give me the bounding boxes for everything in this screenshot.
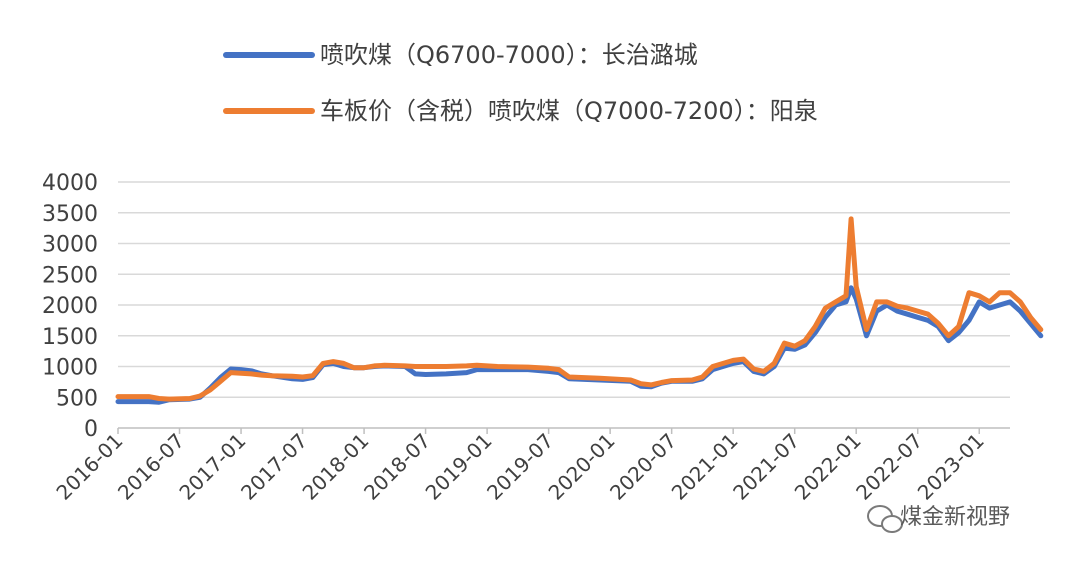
y-tick-label: 1000 — [42, 356, 98, 381]
series-lines — [115, 216, 1044, 405]
x-tick-label: 2022-07 — [851, 429, 927, 505]
x-tick-label: 2021-01 — [667, 429, 743, 505]
x-tick-label: 2020-01 — [544, 429, 620, 505]
legend-label: 喷吹煤（Q6700-7000）：长治潞城 — [320, 41, 698, 69]
x-tick-label: 2019-07 — [482, 429, 558, 505]
legend: 喷吹煤（Q6700-7000）：长治潞城车板价（含税）喷吹煤（Q7000-720… — [223, 41, 818, 125]
wechat-icon — [867, 505, 903, 533]
y-tick-label: 2500 — [42, 263, 98, 288]
watermark-text: 煤金新视野 — [900, 505, 1010, 530]
watermark: 煤金新视野 — [867, 505, 1010, 533]
y-tick-label: 0 — [84, 417, 98, 442]
gridlines — [118, 181, 1010, 429]
x-tick-label: 2018-01 — [298, 429, 374, 505]
x-axis: 2016-012016-072017-012017-072018-012018-… — [51, 428, 989, 505]
x-tick-label: 2017-07 — [236, 429, 312, 505]
x-tick-label: 2017-01 — [175, 429, 251, 505]
legend-label: 车板价（含税）喷吹煤（Q7000-7200）：阳泉 — [320, 97, 818, 125]
x-tick-label: 2021-07 — [728, 429, 804, 505]
x-tick-label: 2019-01 — [421, 429, 497, 505]
x-tick-label: 2016-07 — [113, 429, 189, 505]
x-tick-label: 2022-01 — [790, 429, 866, 505]
x-tick-label: 2018-07 — [359, 429, 435, 505]
y-tick-label: 1500 — [42, 325, 98, 350]
x-tick-label: 2020-07 — [605, 429, 681, 505]
y-tick-label: 3000 — [42, 233, 98, 258]
y-tick-label: 2000 — [42, 294, 98, 319]
y-tick-label: 3500 — [42, 202, 98, 227]
x-tick-label: 2023-01 — [913, 429, 989, 505]
y-tick-label: 4000 — [42, 171, 98, 196]
y-tick-label: 500 — [56, 386, 98, 411]
series-line — [115, 216, 1044, 402]
y-axis-ticks: 0 500 1000 1500 2000 2500 3000 3500 4000 — [42, 171, 98, 442]
